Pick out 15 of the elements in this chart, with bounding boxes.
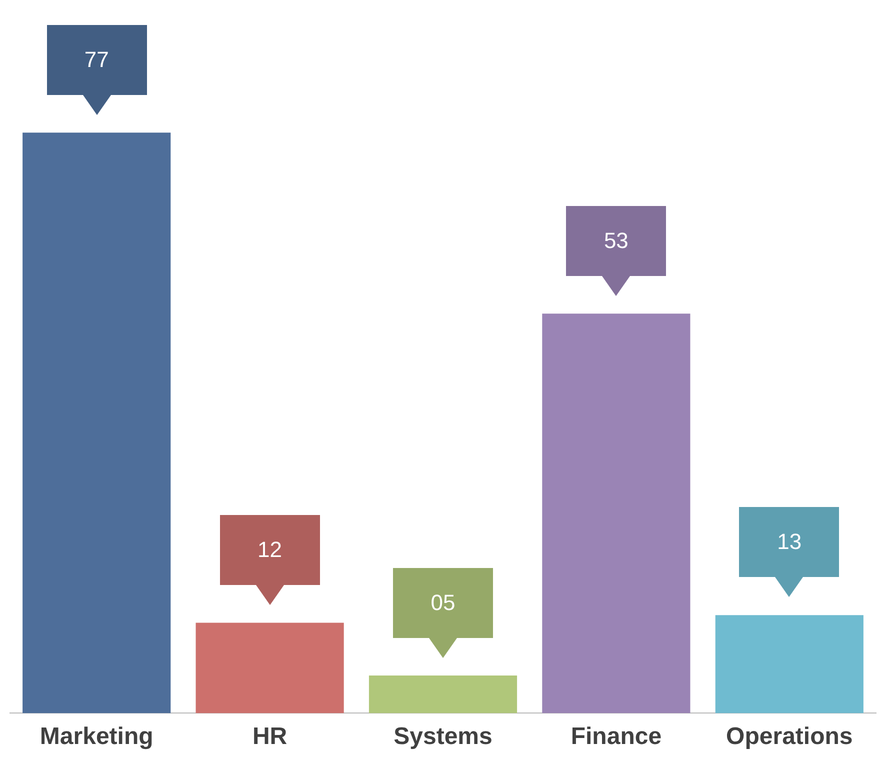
data-label: 05 [393, 568, 493, 638]
bar [715, 615, 864, 714]
bar [22, 132, 171, 714]
x-tick-label: Operations [726, 723, 853, 750]
x-tick-label: Finance [570, 723, 662, 750]
x-tick-label: HR [252, 723, 288, 750]
bar [196, 622, 344, 714]
data-label: 53 [566, 206, 666, 276]
data-label: 77 [46, 24, 147, 95]
x-tick-label: Systems [394, 723, 492, 750]
bar [542, 314, 690, 714]
data-label: 12 [220, 514, 320, 585]
bar [368, 676, 518, 714]
x-tick-label: Marketing [40, 723, 154, 750]
data-label: 13 [739, 507, 840, 578]
